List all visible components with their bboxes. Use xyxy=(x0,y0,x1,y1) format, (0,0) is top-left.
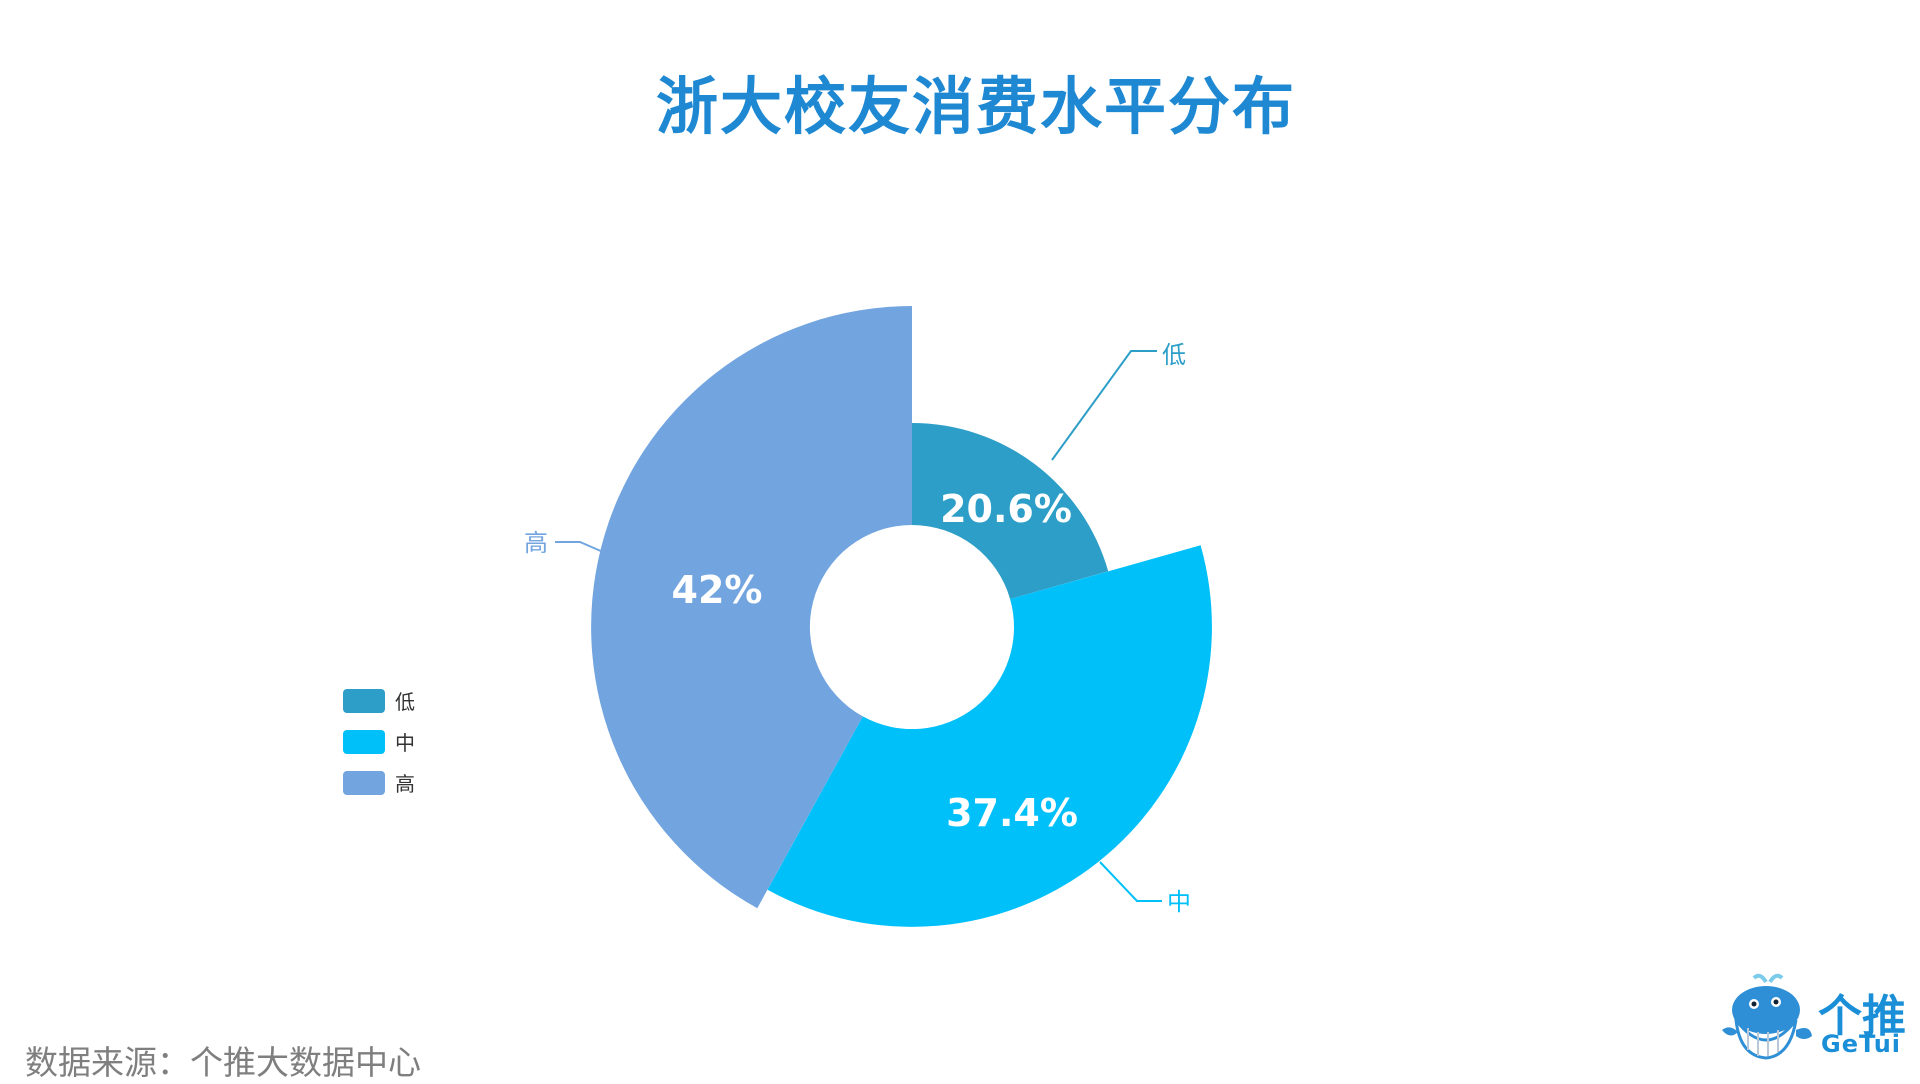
legend-label: 低 xyxy=(395,690,415,714)
outer-label-high: 高 xyxy=(524,529,548,557)
data-source-note: 数据来源：个推大数据中心 xyxy=(25,1043,421,1082)
chart-legend: 低 中 高 xyxy=(343,680,415,803)
leader-line-high xyxy=(555,541,604,553)
legend-label: 高 xyxy=(395,772,415,796)
legend-item-mid[interactable]: 中 xyxy=(343,721,415,762)
slice-low[interactable] xyxy=(912,423,1109,600)
legend-swatch-mid xyxy=(343,729,385,754)
slice-mid[interactable] xyxy=(767,545,1212,927)
legend-swatch-high xyxy=(343,770,385,795)
legend-swatch-low xyxy=(343,688,385,713)
getui-logo: 个推 GeTui xyxy=(1718,968,1918,1064)
outer-label-mid: 中 xyxy=(1167,888,1191,916)
leader-line-low xyxy=(1051,350,1157,461)
legend-item-low[interactable]: 低 xyxy=(343,680,415,721)
logo-text-cn: 个推 xyxy=(1818,991,1906,1042)
legend-label: 中 xyxy=(395,731,415,755)
leader-line-mid xyxy=(1099,861,1162,902)
legend-item-high[interactable]: 高 xyxy=(343,762,415,803)
value-label-mid: 37.4% xyxy=(946,791,1078,835)
value-label-low: 20.6% xyxy=(940,487,1072,531)
value-label-high: 42% xyxy=(672,568,763,612)
outer-label-low: 低 xyxy=(1162,341,1186,369)
logo-text-en: GeTui xyxy=(1821,1030,1902,1058)
whale-mascot-icon xyxy=(1722,973,1812,1060)
chart-title: 浙大校友消费水平分布 xyxy=(655,70,1296,143)
slice-high[interactable] xyxy=(591,306,912,909)
